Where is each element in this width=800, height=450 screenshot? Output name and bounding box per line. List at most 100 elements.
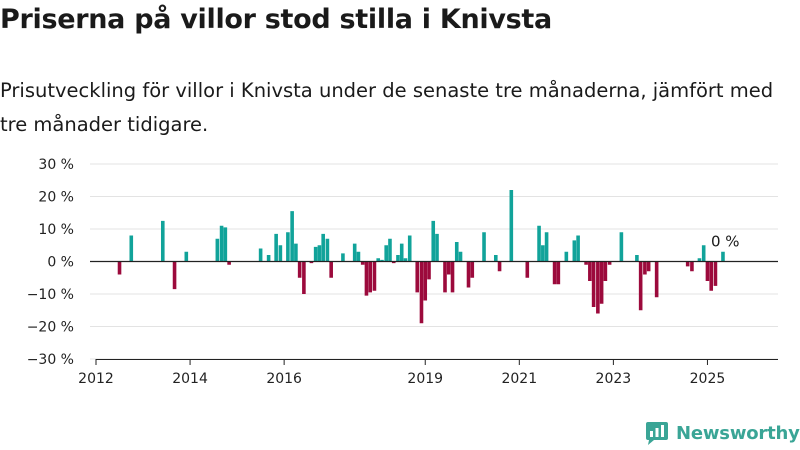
bar [274, 233, 278, 262]
bar [596, 261, 600, 314]
bar [160, 220, 165, 262]
bar [297, 261, 302, 278]
bar [431, 220, 436, 262]
bar [643, 261, 647, 275]
bar [352, 243, 357, 262]
bar [572, 240, 577, 262]
x-tick-label: 2014 [172, 371, 208, 387]
brand-name: Newsworthy [676, 422, 800, 444]
bar [325, 238, 330, 262]
y-tick-label: 0 % [47, 255, 74, 271]
bar [556, 261, 561, 285]
bar [368, 261, 373, 293]
bar [482, 232, 486, 262]
bar [294, 243, 298, 262]
bar [541, 245, 545, 262]
bar [372, 261, 377, 291]
bar [364, 261, 369, 296]
bar [329, 261, 333, 278]
bar [391, 261, 396, 264]
bar [388, 238, 392, 262]
x-tick-label: 2016 [266, 371, 302, 387]
bar [302, 261, 306, 294]
bar [266, 255, 271, 262]
bar [321, 233, 325, 262]
bar [403, 258, 408, 262]
bar [427, 261, 431, 280]
bar [537, 225, 541, 262]
x-tick-label: 2023 [596, 371, 632, 387]
bar [286, 232, 290, 262]
bar [619, 232, 624, 262]
bar [713, 261, 718, 286]
bar [129, 235, 134, 262]
bar [446, 261, 451, 275]
bar [380, 259, 384, 262]
bar [709, 261, 714, 291]
bar [219, 225, 224, 262]
y-tick-label: −30 % [27, 352, 74, 368]
y-tick-label: 20 % [38, 190, 74, 206]
y-tick-label: 30 % [38, 157, 74, 173]
bar [443, 261, 447, 293]
bar [470, 261, 475, 278]
bar [493, 255, 498, 262]
bar [317, 245, 322, 262]
bar [360, 261, 365, 265]
axes: 30 % 20 % 10 % 0 % −10 % −20 % −30 %2012 2014 20… [27, 157, 778, 387]
bar [721, 251, 725, 262]
bar [466, 261, 471, 288]
bar [258, 248, 263, 262]
bar [638, 261, 643, 311]
bar [309, 261, 314, 264]
bar [646, 261, 651, 272]
bar [223, 227, 228, 262]
bar [552, 261, 557, 285]
bar [697, 258, 702, 262]
bar [544, 232, 549, 262]
bar [497, 261, 502, 272]
bar [215, 238, 220, 262]
bar [458, 251, 463, 262]
y-tick-label: −20 % [27, 320, 74, 336]
x-tick-label: 2025 [690, 371, 726, 387]
bar [117, 261, 122, 275]
last-value-label: 0 % [711, 233, 740, 251]
bar [356, 251, 361, 262]
x-tick-label: 2019 [407, 371, 443, 387]
bar [376, 258, 381, 262]
bar [407, 235, 412, 262]
bar [588, 261, 592, 281]
chart-title: Priserna på villor stod stilla i Knivsta [0, 4, 552, 35]
bar [603, 261, 608, 281]
bar [509, 190, 514, 262]
bar [396, 255, 400, 262]
y-tick-label: 10 % [38, 222, 74, 238]
bar [599, 261, 604, 304]
chart: 30 % 20 % 10 % 0 % −10 % −20 % −30 %2012 2014 20… [27, 157, 778, 387]
bar [576, 235, 580, 262]
newsworthy-icon [646, 422, 668, 445]
bar [399, 243, 404, 262]
newsworthy-logo: Newsworthy [644, 420, 800, 446]
bar [705, 261, 710, 281]
bar [341, 253, 345, 262]
bar [278, 245, 283, 262]
bar [435, 233, 439, 262]
bar [184, 251, 189, 262]
bar [454, 242, 459, 262]
y-tick-label: −10 % [27, 287, 74, 303]
bar [313, 246, 318, 262]
bar [685, 261, 690, 267]
bar [591, 261, 596, 307]
bar [690, 261, 694, 272]
bar [419, 261, 424, 324]
bar [564, 251, 569, 262]
bar [415, 261, 420, 293]
bar [384, 245, 388, 262]
bar [701, 245, 706, 262]
bar [423, 261, 428, 301]
chart-subtitle: Prisutveckling för villor i Knivsta unde… [0, 79, 774, 136]
bar [584, 261, 588, 265]
bar [290, 211, 294, 262]
